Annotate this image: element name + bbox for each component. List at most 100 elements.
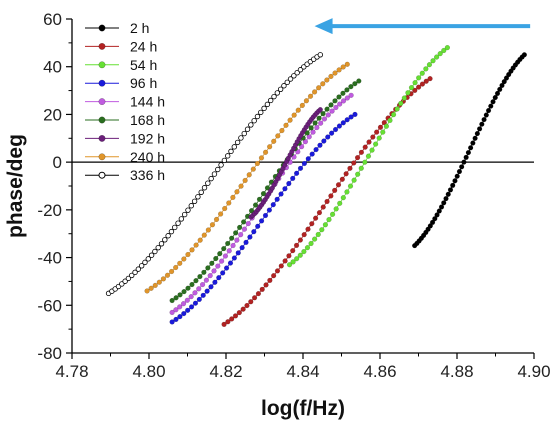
data-point <box>181 311 187 317</box>
y-tick-label: 60 <box>43 10 62 29</box>
data-point <box>274 268 281 274</box>
data-point <box>211 268 217 274</box>
data-point <box>335 182 342 188</box>
data-point <box>328 102 334 108</box>
data-point <box>294 170 300 176</box>
data-point <box>340 64 346 70</box>
data-point <box>264 185 271 191</box>
data-point <box>317 107 323 113</box>
data-point <box>196 296 202 302</box>
data-point <box>227 260 234 266</box>
data-point <box>343 171 349 177</box>
data-point <box>315 231 321 238</box>
data-point <box>177 314 183 320</box>
data-point <box>241 219 247 225</box>
data-point <box>295 107 301 113</box>
data-point <box>405 90 411 96</box>
data-point <box>320 204 326 210</box>
data-point <box>270 202 276 208</box>
data-point <box>259 286 265 292</box>
x-tick-label: 4.84 <box>286 362 319 381</box>
data-point <box>380 129 386 135</box>
series-192h <box>248 107 323 220</box>
data-point <box>286 262 293 268</box>
data-point <box>245 221 251 227</box>
data-point <box>430 58 436 64</box>
data-point <box>447 187 454 193</box>
data-point <box>463 154 469 160</box>
data-point <box>200 292 206 298</box>
data-point <box>221 157 228 164</box>
data-point <box>394 106 400 112</box>
data-point <box>173 264 179 271</box>
data-point <box>293 242 300 248</box>
legend-marker <box>98 61 106 69</box>
data-point <box>231 144 238 150</box>
data-point <box>347 165 353 171</box>
data-point <box>351 177 357 183</box>
data-point <box>199 281 206 288</box>
data-point <box>255 291 262 297</box>
data-point <box>201 185 208 191</box>
data-point <box>185 285 191 291</box>
data-point <box>248 208 255 214</box>
data-point <box>188 304 195 310</box>
data-point <box>160 276 167 282</box>
data-point <box>383 123 389 129</box>
data-point <box>226 200 232 206</box>
data-point <box>325 112 331 118</box>
data-point <box>220 270 226 276</box>
data-point <box>232 313 239 319</box>
x-tick-label: 4.86 <box>363 362 396 381</box>
data-point <box>197 274 203 280</box>
data-point <box>177 292 183 298</box>
data-point <box>348 114 354 120</box>
data-point <box>303 98 310 104</box>
data-point <box>468 145 474 151</box>
data-point <box>427 223 433 229</box>
data-point <box>241 130 247 137</box>
data-point <box>254 113 261 120</box>
data-point <box>162 237 168 243</box>
data-point <box>197 237 203 243</box>
series-54h <box>286 45 450 268</box>
data-point <box>278 263 284 269</box>
y-tick-label: -60 <box>37 296 62 315</box>
legend-marker <box>98 42 106 50</box>
data-point <box>416 75 422 81</box>
data-point <box>326 217 332 223</box>
data-point <box>521 52 527 58</box>
data-point <box>251 229 257 235</box>
legend-marker <box>98 24 106 32</box>
data-point <box>336 67 342 73</box>
data-point <box>244 126 251 132</box>
data-point <box>230 194 236 201</box>
data-point <box>282 258 288 264</box>
data-point <box>301 232 307 238</box>
legend-marker <box>98 171 106 179</box>
data-point <box>299 102 305 109</box>
data-point <box>412 87 418 93</box>
data-point <box>219 258 225 264</box>
data-point <box>188 203 194 209</box>
data-point <box>297 252 303 258</box>
data-point <box>283 122 289 128</box>
legend: 2 h 24 h 54 h 96 h 144 h 168 h 192 h 240 h 336 h <box>85 20 165 183</box>
data-point <box>185 307 191 313</box>
data-point <box>243 239 249 245</box>
data-point <box>193 242 199 248</box>
data-point <box>316 115 322 121</box>
data-point <box>255 223 261 229</box>
direction-arrow <box>314 18 531 35</box>
data-point <box>291 73 297 79</box>
data-point <box>234 139 241 146</box>
data-point <box>201 232 207 238</box>
data-point <box>168 268 175 275</box>
data-point <box>311 89 318 95</box>
legend-item-54h: 54 h <box>85 57 157 73</box>
data-point <box>312 120 318 126</box>
legend-label: 54 h <box>130 57 157 73</box>
data-point <box>362 159 368 165</box>
data-point <box>168 228 175 235</box>
